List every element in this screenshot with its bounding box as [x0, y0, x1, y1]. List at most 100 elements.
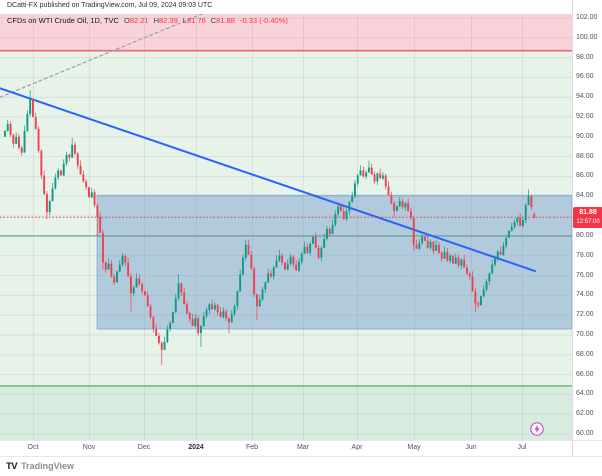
- candle: [424, 236, 426, 241]
- candle: [477, 303, 480, 306]
- price-tick-label: 66.00: [576, 370, 594, 378]
- candle: [356, 175, 359, 184]
- pane-bottom-divider: [0, 440, 602, 441]
- candle: [247, 244, 250, 255]
- candle: [180, 283, 183, 293]
- candle: [438, 244, 440, 253]
- base-zone: [0, 50, 572, 386]
- candle: [533, 214, 536, 218]
- candle: [256, 294, 258, 307]
- candle: [169, 323, 172, 330]
- candle: [93, 192, 96, 206]
- high-value: H82.39: [153, 16, 178, 25]
- time-axis[interactable]: Oct Nov Dec 2024 Feb Mar Apr May Jun Jul: [0, 440, 572, 456]
- candle: [12, 134, 15, 144]
- price-axis[interactable]: 81.88 12:57:00 102.00 100.00 98.00 96.00 94.…: [572, 0, 602, 456]
- candle: [449, 255, 452, 261]
- symbol-legend[interactable]: CFDs on WTI Crude Oil, 1D, TVC O82.21 H8…: [7, 16, 288, 25]
- candle: [96, 205, 99, 218]
- candle: [48, 201, 51, 213]
- price-tick-label: 92.00: [576, 113, 594, 121]
- candle: [51, 188, 54, 202]
- price-tick-label: 86.00: [576, 172, 594, 180]
- descending-resistance-line[interactable]: [0, 87, 536, 273]
- dashed-projection-line[interactable]: [0, 14, 203, 98]
- candle: [37, 128, 40, 151]
- candle: [499, 251, 502, 255]
- tradingview-logo[interactable]: TV TradingView: [6, 461, 74, 472]
- candle: [141, 284, 144, 292]
- candle: [188, 313, 191, 320]
- candle: [121, 255, 124, 265]
- candle: [57, 170, 60, 178]
- candle: [443, 251, 446, 259]
- candle: [326, 228, 328, 239]
- candle: [415, 244, 418, 249]
- candle: [312, 236, 314, 244]
- candle: [298, 261, 300, 271]
- candle: [435, 244, 438, 251]
- price-tick-label: 84.00: [576, 192, 594, 200]
- candle: [228, 318, 230, 323]
- candle: [76, 153, 79, 166]
- candle: [144, 291, 146, 296]
- open-value: O82.21: [123, 16, 149, 25]
- candle: [272, 267, 275, 277]
- candle: [46, 194, 48, 213]
- candle: [4, 130, 6, 137]
- time-tick-label: Oct: [27, 444, 39, 451]
- candle: [149, 306, 152, 318]
- candle: [368, 167, 370, 173]
- candle: [191, 319, 194, 327]
- candle: [457, 257, 460, 266]
- candle: [130, 276, 132, 294]
- price-tick-label: 62.00: [576, 410, 594, 418]
- candle: [172, 312, 174, 324]
- price-tick-label: 88.00: [576, 152, 594, 160]
- candle: [219, 312, 222, 318]
- candle: [466, 267, 468, 274]
- time-tick-label: 2024: [188, 444, 204, 451]
- candle: [412, 218, 415, 245]
- price-tick-label: 94.00: [576, 93, 594, 101]
- candle: [351, 196, 354, 203]
- candle: [530, 196, 533, 208]
- candle: [214, 305, 216, 310]
- candle: [110, 263, 113, 277]
- price-tick-label: 98.00: [576, 53, 594, 61]
- candle: [225, 311, 228, 319]
- price-tick-label: 68.00: [576, 350, 594, 358]
- candle: [186, 304, 188, 314]
- pane-group: [0, 14, 572, 440]
- candle: [104, 262, 107, 270]
- candle: [174, 298, 177, 313]
- candle: [79, 165, 82, 175]
- candle: [387, 186, 390, 196]
- last-price-time: 12:57:00: [576, 218, 600, 225]
- candle: [331, 225, 334, 234]
- last-price: 81.88: [579, 208, 597, 216]
- candle: [233, 306, 236, 315]
- candle: [401, 201, 404, 208]
- candle: [32, 99, 34, 118]
- candle: [43, 175, 46, 195]
- candle: [454, 257, 457, 264]
- candle: [463, 259, 466, 268]
- candle: [250, 254, 253, 269]
- price-tick-label: 76.00: [576, 271, 594, 279]
- candle: [410, 211, 412, 219]
- candle: [264, 282, 267, 290]
- price-tick-label: 60.00: [576, 430, 594, 437]
- candle: [505, 237, 508, 246]
- time-tick-label: Nov: [82, 444, 96, 451]
- candle: [166, 329, 169, 342]
- candle: [160, 342, 163, 350]
- price-tick-label: 74.00: [576, 291, 594, 299]
- candle: [376, 173, 379, 182]
- candle: [20, 147, 23, 153]
- candle: [242, 257, 244, 275]
- candle: [88, 187, 90, 198]
- candle: [99, 217, 102, 233]
